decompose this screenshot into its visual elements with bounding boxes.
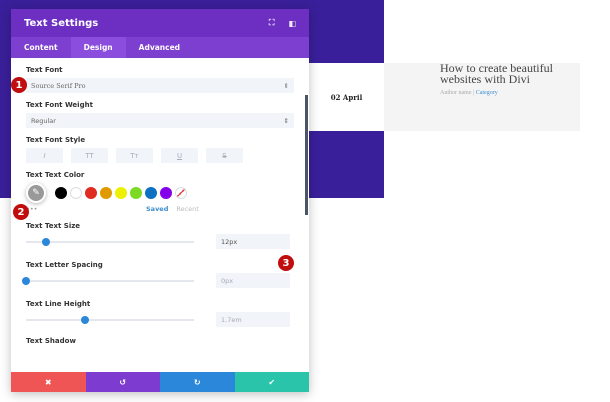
tab-content[interactable]: Content	[24, 43, 58, 52]
text-size-slider[interactable]	[26, 237, 194, 246]
tab-design[interactable]: Design	[70, 37, 126, 58]
meta-separator: |	[471, 90, 476, 96]
text-font-label: Text Font	[26, 66, 63, 74]
save-button[interactable]: ✔	[234, 372, 309, 392]
modal-footer: ✖ ↺ ↻ ✔	[11, 372, 309, 392]
modal-title: Text Settings	[24, 17, 99, 29]
step-badge-1: 1	[11, 77, 27, 93]
recent-colors-tab[interactable]: Recent	[176, 205, 199, 213]
tab-bar: Content Design Advanced	[11, 37, 309, 58]
no-color-swatch[interactable]	[175, 187, 187, 199]
saved-colors-tab[interactable]: Saved	[146, 205, 169, 213]
underline-button[interactable]: U	[161, 148, 198, 163]
line-height-input[interactable]: 1.7em	[216, 312, 290, 327]
date-card: 02 April	[309, 63, 384, 131]
text-font-weight-value: Regular	[31, 116, 56, 125]
color-swatch[interactable]	[160, 187, 172, 199]
cancel-button[interactable]: ✖	[11, 372, 86, 392]
text-size-input[interactable]: 12px	[216, 234, 290, 249]
select-arrows-icon: ⇕	[283, 81, 289, 90]
text-font-style-label: Text Font Style	[26, 136, 86, 144]
line-height-slider[interactable]	[26, 315, 194, 324]
text-shadow-label: Text Shadow	[26, 337, 76, 345]
eyedropper-icon[interactable]: ✎	[26, 183, 46, 203]
text-size-label: Text Text Size	[26, 222, 81, 230]
color-swatch[interactable]	[130, 187, 142, 199]
post-card: How to create beautiful websites with Di…	[384, 61, 580, 131]
more-colors-button[interactable]: •••	[26, 205, 38, 213]
redo-button[interactable]: ↻	[160, 372, 235, 392]
uppercase-button[interactable]: TT	[71, 148, 108, 163]
color-swatch[interactable]	[70, 187, 82, 199]
letter-spacing-label: Text Letter Spacing	[26, 261, 103, 269]
strikethrough-button[interactable]: S	[206, 148, 243, 163]
post-category[interactable]: Category	[475, 90, 498, 96]
letter-spacing-input[interactable]: 0px	[216, 273, 290, 288]
color-swatch[interactable]	[145, 187, 157, 199]
step-badge-2: 2	[13, 204, 29, 220]
color-swatch[interactable]	[100, 187, 112, 199]
scrollbar[interactable]	[305, 95, 308, 215]
text-font-select[interactable]: Source Serif Pro ⇕	[26, 78, 294, 93]
post-author[interactable]: Author name	[440, 90, 472, 96]
text-color-label: Text Text Color	[26, 171, 85, 179]
post-date: 02 April	[330, 92, 363, 102]
text-font-weight-select[interactable]: Regular ⇕	[26, 113, 294, 128]
letter-spacing-slider[interactable]	[22, 276, 194, 285]
select-arrows-icon: ⇕	[283, 116, 289, 125]
slider-thumb[interactable]	[42, 237, 51, 246]
tab-advanced[interactable]: Advanced	[138, 43, 181, 52]
slider-thumb[interactable]	[80, 315, 89, 324]
post-title[interactable]: How to create beautiful websites with Di…	[440, 61, 553, 86]
text-font-value: Source Serif Pro	[31, 81, 86, 90]
sidebar-toggle-icon[interactable]: ◧	[288, 18, 296, 28]
line-height-label: Text Line Height	[26, 300, 91, 308]
fullscreen-icon[interactable]: ⛶	[268, 18, 275, 27]
capitalize-button[interactable]: Tт	[116, 148, 153, 163]
color-swatch[interactable]	[85, 187, 97, 199]
text-settings-modal: Text Settings ⛶ ◧ Content Design Advance…	[11, 9, 309, 392]
slider-thumb[interactable]	[22, 276, 30, 285]
italic-button[interactable]: I	[26, 148, 63, 163]
undo-button[interactable]: ↺	[85, 372, 160, 392]
color-swatch[interactable]	[115, 187, 127, 199]
modal-header: Text Settings ⛶ ◧	[11, 9, 309, 37]
step-badge-3: 3	[278, 255, 294, 271]
post-meta: Author name | Category	[440, 90, 498, 96]
text-font-weight-label: Text Font Weight	[26, 101, 93, 109]
color-swatch[interactable]	[55, 187, 67, 199]
